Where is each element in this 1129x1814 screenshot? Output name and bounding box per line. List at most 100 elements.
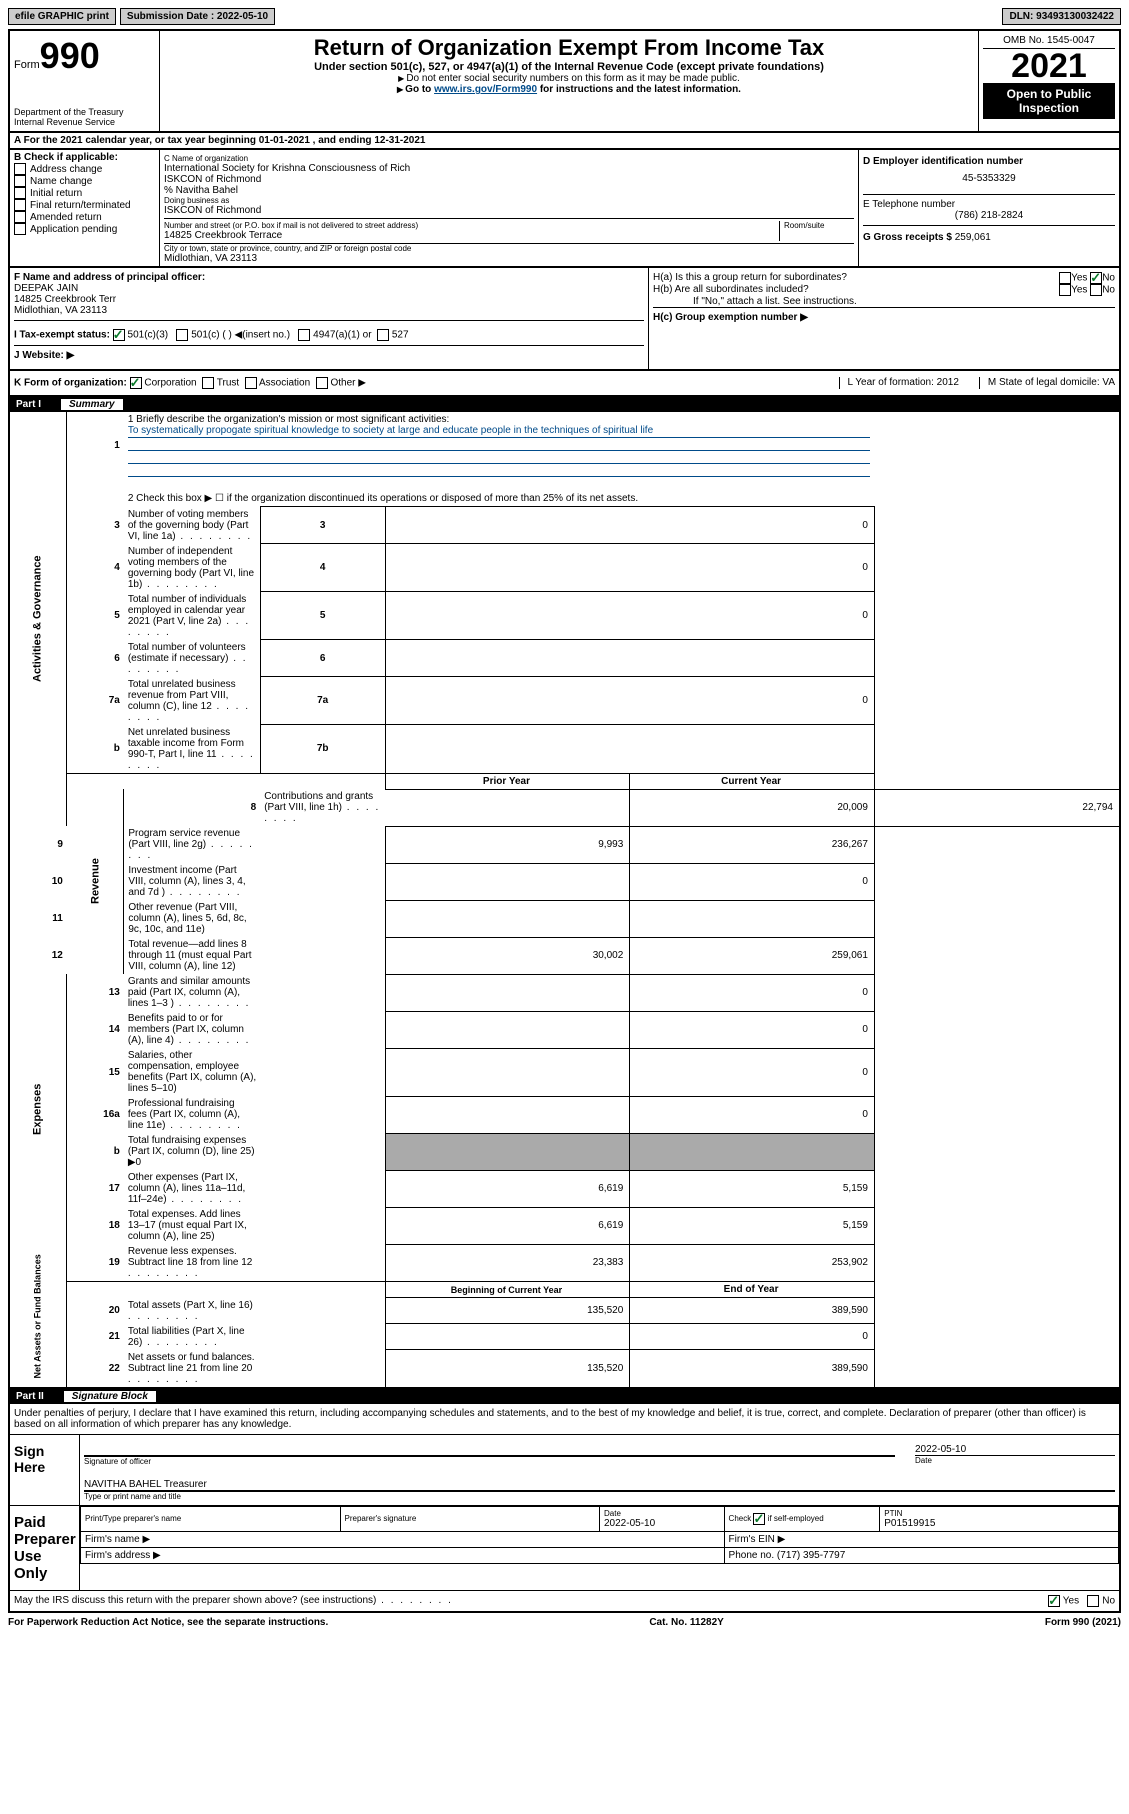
line1-question: 1 Briefly describe the organization's mi…	[128, 414, 871, 425]
l17-c: 5,159	[630, 1170, 875, 1207]
line7a-no: 7a	[67, 677, 124, 725]
line3-text: Number of voting members of the governin…	[128, 509, 252, 542]
part2-title: Signature Block	[64, 1391, 156, 1402]
checkbox-527[interactable]	[377, 329, 389, 341]
checkbox-initial-return[interactable]	[14, 187, 26, 199]
form-990-num: 990	[40, 35, 100, 76]
prep-name-label: Print/Type preparer's name	[85, 1514, 336, 1523]
line6-text: Total number of volunteers (estimate if …	[128, 642, 248, 675]
irs-link[interactable]: www.irs.gov/Form990	[434, 84, 537, 95]
hdr-end: End of Year	[630, 1282, 875, 1298]
org-name2: ISKCON of Richmond	[164, 174, 854, 185]
line1-answer: To systematically propogate spiritual kn…	[128, 425, 871, 438]
l15-p	[385, 1048, 630, 1096]
section-a: A For the 2021 calendar year, or tax yea…	[8, 133, 1121, 150]
org-name: International Society for Krishna Consci…	[164, 163, 854, 174]
checkbox-other[interactable]	[316, 377, 328, 389]
room-suite-label: Room/suite	[780, 221, 854, 241]
line7b-val	[385, 725, 874, 774]
checkbox-trust[interactable]	[202, 377, 214, 389]
checkbox-hb-no[interactable]	[1090, 284, 1102, 296]
part1-label: Part I	[16, 399, 41, 410]
checkbox-assoc[interactable]	[245, 377, 257, 389]
l20-no: 20	[67, 1298, 124, 1324]
checkbox-app-pending[interactable]	[14, 223, 26, 235]
dln: DLN: 93493130032422	[1002, 8, 1121, 25]
tax-status-label: I Tax-exempt status:	[14, 330, 110, 341]
line5-text: Total number of individuals employed in …	[128, 594, 250, 638]
l19-p: 23,383	[385, 1244, 630, 1282]
l9-c: 236,267	[630, 826, 875, 863]
opt-501c: 501(c) ( ) ◀(insert no.)	[191, 330, 290, 341]
group-net: Net Assets or Fund Balances	[9, 1244, 67, 1388]
year-formation: L Year of formation: 2012	[839, 377, 959, 389]
l14-c: 0	[630, 1011, 875, 1048]
topbar: efile GRAPHIC print Submission Date : 20…	[8, 8, 1121, 25]
website-label: J Website: ▶	[14, 346, 644, 365]
city-state-zip: Midlothian, VA 23113	[164, 253, 854, 264]
l22-no: 22	[67, 1350, 124, 1388]
checkbox-final-return[interactable]	[14, 199, 26, 211]
l20-p: 135,520	[385, 1298, 630, 1324]
group-expenses: Expenses	[9, 974, 67, 1244]
officer-addr2: Midlothian, VA 23113	[14, 305, 644, 316]
checkbox-amended[interactable]	[14, 211, 26, 223]
app-pending: Application pending	[30, 224, 117, 235]
line6-val	[385, 640, 874, 677]
opt-527: 527	[392, 330, 409, 341]
header-grid: B Check if applicable: Address change Na…	[8, 150, 1121, 268]
checkbox-ha-yes[interactable]	[1059, 272, 1071, 284]
hdr-prior: Prior Year	[385, 773, 630, 789]
checkbox-ha-no[interactable]	[1090, 272, 1102, 284]
hdr-beginning: Beginning of Current Year	[385, 1282, 630, 1298]
checkbox-4947[interactable]	[298, 329, 310, 341]
l15-no: 15	[67, 1048, 124, 1096]
l12-t: Total revenue—add lines 8 through 11 (mu…	[128, 939, 251, 972]
dba: ISKCON of Richmond	[164, 205, 854, 216]
sign-here-label: Sign Here	[10, 1435, 80, 1505]
l11-t: Other revenue (Part VIII, column (A), li…	[128, 902, 246, 935]
checkbox-501c[interactable]	[176, 329, 188, 341]
submission-date: Submission Date : 2022-05-10	[120, 8, 275, 25]
prep-sig-label: Preparer's signature	[345, 1514, 596, 1523]
l21-no: 21	[67, 1324, 124, 1350]
signature-block: Under penalties of perjury, I declare th…	[8, 1404, 1121, 1613]
opt-501c3: 501(c)(3)	[128, 330, 169, 341]
l16b-no: b	[67, 1133, 124, 1170]
l11-c	[630, 900, 875, 937]
type-name-label: Type or print name and title	[84, 1492, 1115, 1501]
l22-t: Net assets or fund balances. Subtract li…	[128, 1352, 255, 1385]
l8-no: 8	[124, 789, 260, 826]
prep-date-label: Date	[604, 1509, 720, 1518]
graphic-print-button[interactable]: efile GRAPHIC print	[8, 8, 116, 25]
dept-treasury: Department of the Treasury Internal Reve…	[14, 107, 155, 127]
checkbox-discuss-no[interactable]	[1087, 1595, 1099, 1607]
form-org-label: K Form of organization:	[14, 378, 127, 389]
line4-no: 4	[67, 544, 124, 592]
l9-no: 9	[9, 826, 67, 863]
l18-no: 18	[67, 1207, 124, 1244]
checkbox-corp[interactable]	[130, 377, 142, 389]
l19-c: 253,902	[630, 1244, 875, 1282]
l10-c: 0	[630, 863, 875, 900]
checkbox-501c3[interactable]	[113, 329, 125, 341]
opt-assoc: Association	[259, 378, 310, 389]
checkbox-address-change[interactable]	[14, 163, 26, 175]
checkbox-hb-yes[interactable]	[1059, 284, 1071, 296]
l10-p	[385, 863, 630, 900]
l12-p: 30,002	[385, 937, 630, 974]
checkbox-self-employed[interactable]	[753, 1513, 765, 1525]
line5-val: 0	[385, 592, 874, 640]
l19-no: 19	[67, 1244, 124, 1282]
checkbox-discuss-yes[interactable]	[1048, 1595, 1060, 1607]
check-applicable-label: B Check if applicable:	[14, 152, 155, 163]
l16b-c	[630, 1133, 875, 1170]
ptin-label: PTIN	[884, 1509, 1114, 1518]
line3-box: 3	[260, 507, 385, 544]
line7a-text: Total unrelated business revenue from Pa…	[128, 679, 250, 723]
l14-t: Benefits paid to or for members (Part IX…	[128, 1013, 251, 1046]
l15-t: Salaries, other compensation, employee b…	[128, 1050, 256, 1094]
line5-no: 5	[67, 592, 124, 640]
officer-printed-name: NAVITHA BAHEL Treasurer	[84, 1474, 1115, 1492]
checkbox-name-change[interactable]	[14, 175, 26, 187]
